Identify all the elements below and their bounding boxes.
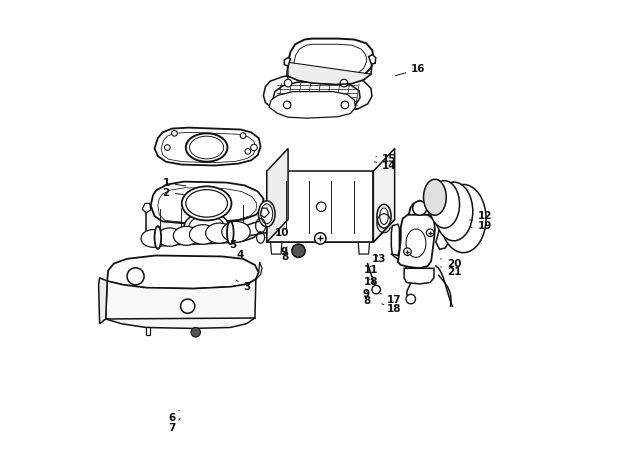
Text: 15: 15 bbox=[376, 154, 396, 164]
Ellipse shape bbox=[154, 226, 161, 249]
Ellipse shape bbox=[429, 180, 460, 228]
Polygon shape bbox=[368, 55, 376, 64]
Text: 10: 10 bbox=[275, 228, 289, 238]
Polygon shape bbox=[146, 205, 262, 245]
Polygon shape bbox=[398, 213, 435, 268]
Circle shape bbox=[284, 79, 292, 87]
Polygon shape bbox=[263, 75, 372, 113]
Text: 8: 8 bbox=[281, 252, 288, 262]
Text: 20: 20 bbox=[441, 258, 461, 268]
Text: 9: 9 bbox=[281, 247, 288, 256]
Polygon shape bbox=[409, 200, 429, 215]
Circle shape bbox=[251, 144, 257, 151]
Polygon shape bbox=[288, 38, 373, 79]
Polygon shape bbox=[154, 128, 261, 165]
Polygon shape bbox=[287, 62, 371, 85]
Circle shape bbox=[180, 299, 195, 314]
Text: 18: 18 bbox=[364, 277, 379, 287]
Text: 1: 1 bbox=[163, 178, 186, 188]
Circle shape bbox=[340, 79, 348, 87]
Circle shape bbox=[241, 133, 246, 139]
Ellipse shape bbox=[184, 212, 229, 242]
Polygon shape bbox=[436, 210, 454, 249]
Polygon shape bbox=[284, 57, 291, 66]
Circle shape bbox=[341, 101, 349, 109]
Ellipse shape bbox=[377, 204, 391, 228]
Circle shape bbox=[172, 131, 177, 136]
Circle shape bbox=[292, 244, 305, 257]
Text: 13: 13 bbox=[372, 254, 386, 264]
Polygon shape bbox=[391, 224, 399, 256]
Text: 9: 9 bbox=[363, 289, 370, 299]
Polygon shape bbox=[358, 242, 370, 254]
Ellipse shape bbox=[441, 184, 486, 253]
Polygon shape bbox=[99, 278, 107, 323]
Polygon shape bbox=[266, 219, 394, 242]
Text: 17: 17 bbox=[380, 294, 401, 305]
Polygon shape bbox=[146, 327, 150, 334]
Ellipse shape bbox=[185, 133, 227, 162]
Ellipse shape bbox=[258, 201, 275, 227]
Text: 3: 3 bbox=[236, 280, 250, 292]
Text: 12: 12 bbox=[470, 211, 492, 221]
Circle shape bbox=[127, 268, 144, 285]
Circle shape bbox=[165, 145, 170, 151]
Polygon shape bbox=[373, 149, 394, 242]
Text: 8: 8 bbox=[363, 296, 370, 306]
Polygon shape bbox=[142, 203, 151, 213]
Circle shape bbox=[413, 201, 427, 215]
Circle shape bbox=[245, 149, 251, 154]
Polygon shape bbox=[107, 256, 259, 289]
Ellipse shape bbox=[222, 221, 250, 242]
Ellipse shape bbox=[157, 228, 182, 247]
Ellipse shape bbox=[182, 186, 232, 220]
Text: 19: 19 bbox=[471, 221, 492, 231]
Polygon shape bbox=[266, 149, 288, 242]
Ellipse shape bbox=[423, 179, 446, 215]
Ellipse shape bbox=[206, 223, 233, 243]
Ellipse shape bbox=[435, 182, 473, 241]
Polygon shape bbox=[161, 133, 256, 162]
Polygon shape bbox=[273, 82, 360, 111]
Text: 5: 5 bbox=[229, 239, 236, 249]
Ellipse shape bbox=[141, 229, 165, 247]
Ellipse shape bbox=[189, 225, 216, 244]
Text: 16: 16 bbox=[395, 65, 426, 76]
Text: 6: 6 bbox=[169, 410, 179, 423]
Polygon shape bbox=[261, 208, 269, 218]
Circle shape bbox=[406, 294, 415, 304]
Text: 7: 7 bbox=[169, 418, 180, 433]
Text: 2: 2 bbox=[163, 188, 184, 198]
Polygon shape bbox=[270, 242, 282, 254]
Text: 11: 11 bbox=[364, 265, 379, 275]
Circle shape bbox=[284, 101, 291, 109]
Circle shape bbox=[372, 285, 380, 294]
Circle shape bbox=[191, 327, 201, 337]
Ellipse shape bbox=[227, 221, 234, 244]
Text: 21: 21 bbox=[441, 266, 461, 276]
Polygon shape bbox=[158, 188, 257, 222]
Circle shape bbox=[404, 248, 411, 256]
Ellipse shape bbox=[173, 226, 199, 245]
Text: 4: 4 bbox=[237, 250, 244, 260]
Circle shape bbox=[315, 233, 326, 244]
Text: 18: 18 bbox=[382, 304, 401, 314]
Polygon shape bbox=[266, 171, 373, 242]
Polygon shape bbox=[151, 181, 263, 223]
Circle shape bbox=[316, 202, 326, 211]
Circle shape bbox=[427, 229, 434, 237]
Polygon shape bbox=[256, 262, 262, 279]
Polygon shape bbox=[404, 268, 434, 284]
Polygon shape bbox=[106, 279, 256, 328]
Polygon shape bbox=[293, 44, 367, 76]
Text: 14: 14 bbox=[374, 162, 396, 171]
Polygon shape bbox=[269, 92, 355, 118]
Polygon shape bbox=[236, 219, 266, 238]
Polygon shape bbox=[193, 328, 197, 335]
